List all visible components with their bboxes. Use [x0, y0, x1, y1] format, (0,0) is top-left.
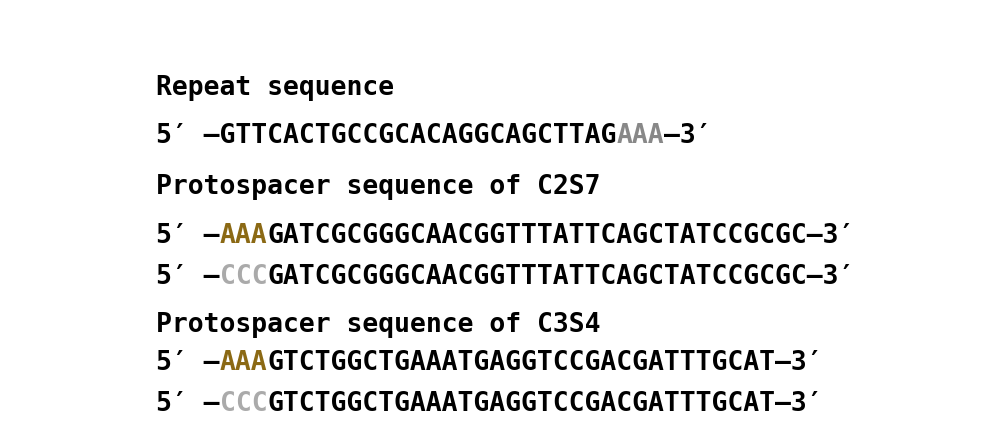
Text: Protospacer sequence of C2S7: Protospacer sequence of C2S7	[156, 174, 600, 200]
Text: 5′ –GTTCACTGCCGCACAGGCAGCTTAG: 5′ –GTTCACTGCCGCACAGGCAGCTTAG	[156, 123, 616, 149]
Text: 5′ –: 5′ –	[156, 223, 220, 248]
Text: GATCGCGGGCAACGGTTTATTCAGCTATCCGCGC–3′: GATCGCGGGCAACGGTTTATTCAGCTATCCGCGC–3′	[267, 264, 854, 290]
Text: 5′ –: 5′ –	[156, 264, 220, 290]
Text: Repeat sequence: Repeat sequence	[156, 75, 394, 101]
Text: AAA: AAA	[220, 350, 267, 376]
Text: AAA: AAA	[616, 123, 664, 149]
Text: GTCTGGCTGAAATGAGGTCCGACGATTTGCAT–3′: GTCTGGCTGAAATGAGGTCCGACGATTTGCAT–3′	[267, 391, 823, 417]
Text: 5′ –: 5′ –	[156, 350, 220, 376]
Text: Protospacer sequence of C3S4: Protospacer sequence of C3S4	[156, 312, 600, 338]
Text: 5′ –: 5′ –	[156, 391, 220, 417]
Text: CCC: CCC	[220, 391, 267, 417]
Text: –3′: –3′	[664, 123, 712, 149]
Text: CCC: CCC	[220, 264, 267, 290]
Text: AAA: AAA	[220, 223, 267, 248]
Text: GATCGCGGGCAACGGTTTATTCAGCTATCCGCGC–3′: GATCGCGGGCAACGGTTTATTCAGCTATCCGCGC–3′	[267, 223, 854, 248]
Text: GTCTGGCTGAAATGAGGTCCGACGATTTGCAT–3′: GTCTGGCTGAAATGAGGTCCGACGATTTGCAT–3′	[267, 350, 823, 376]
